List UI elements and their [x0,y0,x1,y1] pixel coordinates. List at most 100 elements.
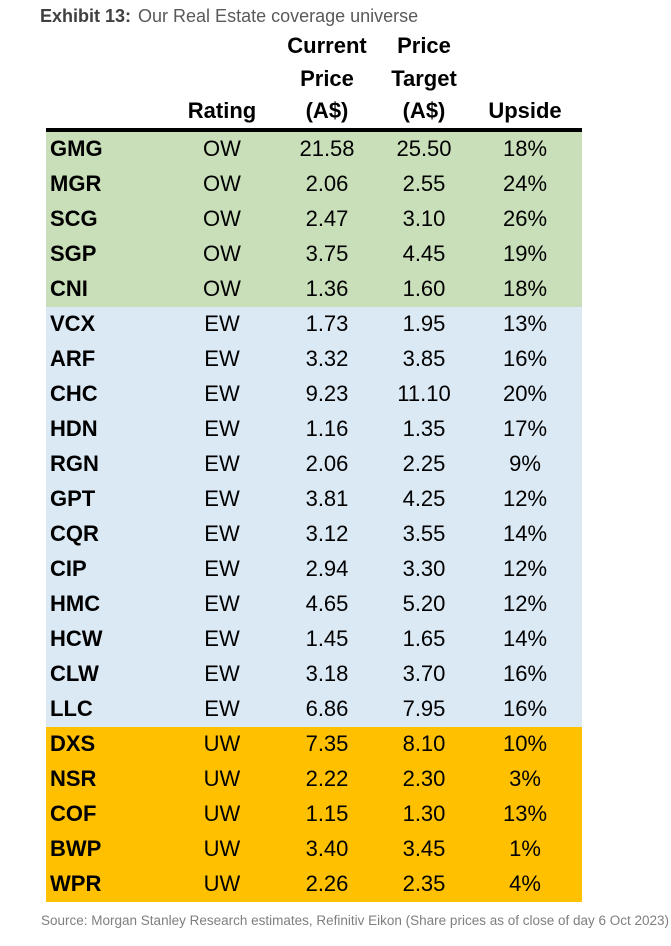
table-header: Rating Current Price (A$) Price Target (… [46,30,582,132]
exhibit-label: Exhibit 13: [40,6,132,26]
ticker-cell: CHC [50,381,98,407]
upside-cell: 20% [502,381,548,407]
current-price-cell: 2.26 [305,871,349,897]
rating-cell: EW [204,556,240,582]
rating-cell: OW [203,206,241,232]
ticker-cell: CNI [50,276,88,302]
table-row: CHC EW 9.23 11.10 20% [46,376,582,412]
rating-cell: EW [204,521,240,547]
current-price-cell: 1.73 [305,311,349,337]
table-row: MGR OW 2.06 2.55 24% [46,166,582,202]
current-price-cell: 3.81 [305,486,349,512]
ticker-cell: RGN [50,451,99,477]
price-target-cell: 1.30 [402,801,446,827]
upside-cell: 17% [502,416,548,442]
header-upside-column: Upside [488,98,562,124]
price-target-cell: 1.60 [402,276,446,302]
table-row: GMG OW 21.58 25.50 18% [46,131,582,167]
table-row: BWP UW 3.40 3.45 1% [46,831,582,867]
current-price-cell: 6.86 [305,696,349,722]
price-target-cell: 1.95 [402,311,446,337]
exhibit-caption: Our Real Estate coverage universe [138,6,419,26]
rating-cell: OW [203,171,241,197]
price-target-cell: 8.10 [402,731,446,757]
upside-cell: 10% [502,731,548,757]
upside-cell: 26% [502,206,548,232]
upside-cell: 12% [502,591,548,617]
current-price-cell: 1.45 [305,626,349,652]
header-price-target-column: Price Target (A$) [391,33,457,124]
table-row: HDN EW 1.16 1.35 17% [46,411,582,447]
current-price-cell: 2.06 [305,451,349,477]
table-row: WPR UW 2.26 2.35 4% [46,866,582,902]
price-target-cell: 3.45 [402,836,446,862]
rating-cell: OW [203,136,241,162]
header-ticker-column [46,30,170,128]
upside-cell: 14% [502,626,548,652]
rating-cell: EW [204,486,240,512]
current-price-cell: 3.18 [305,661,349,687]
current-price-cell: 2.47 [305,206,349,232]
ticker-cell: DXS [50,731,96,757]
upside-cell: 16% [502,661,548,687]
rating-cell: EW [204,591,240,617]
header-current-price-column: Current Price (A$) [287,33,367,124]
price-target-cell: 2.55 [402,171,446,197]
rating-cell: UW [203,731,241,757]
upside-cell: 12% [502,486,548,512]
rating-cell: EW [204,346,240,372]
price-target-cell: 2.35 [402,871,446,897]
current-price-cell: 3.32 [305,346,349,372]
rating-cell: UW [203,871,241,897]
upside-cell: 18% [502,136,548,162]
rating-cell: OW [203,241,241,267]
ticker-cell: ARF [50,346,96,372]
table-row: RGN EW 2.06 2.25 9% [46,446,582,482]
upside-cell: 3% [509,766,541,792]
table-row: CIP EW 2.94 3.30 12% [46,551,582,587]
table-row: NSR UW 2.22 2.30 3% [46,761,582,797]
ticker-cell: CLW [50,661,99,687]
current-price-cell: 2.94 [305,556,349,582]
current-price-cell: 7.35 [305,731,349,757]
upside-cell: 16% [502,696,548,722]
source-note: Source: Morgan Stanley Research estimate… [41,913,670,928]
current-price-cell: 3.12 [305,521,349,547]
ticker-cell: GPT [50,486,96,512]
upside-cell: 19% [502,241,548,267]
price-target-cell: 1.35 [402,416,446,442]
price-target-cell: 1.65 [402,626,446,652]
table-row: HCW EW 1.45 1.65 14% [46,621,582,657]
current-price-cell: 3.40 [305,836,349,862]
ticker-cell: CQR [50,521,99,547]
ticker-cell: HDN [50,416,98,442]
table-row: SGP OW 3.75 4.45 19% [46,236,582,272]
current-price-cell: 1.36 [305,276,349,302]
rating-cell: UW [203,801,241,827]
ticker-cell: CIP [50,556,87,582]
upside-cell: 18% [502,276,548,302]
current-price-cell: 4.65 [305,591,349,617]
table-row: CLW EW 3.18 3.70 16% [46,656,582,692]
table-row: SCG OW 2.47 3.10 26% [46,201,582,237]
ticker-cell: HCW [50,626,103,652]
price-target-cell: 3.55 [402,521,446,547]
table-row: LLC EW 6.86 7.95 16% [46,691,582,727]
price-target-cell: 3.10 [402,206,446,232]
ticker-cell: NSR [50,766,97,792]
table-row: HMC EW 4.65 5.20 12% [46,586,582,622]
table-body: GMG OW 21.58 25.50 18% MGR OW 2.06 2.55 … [46,131,582,902]
rating-cell: EW [204,696,240,722]
table-row: GPT EW 3.81 4.25 12% [46,481,582,517]
table-row: VCX EW 1.73 1.95 13% [46,306,582,342]
rating-cell: EW [204,626,240,652]
table-row: COF UW 1.15 1.30 13% [46,796,582,832]
price-target-cell: 3.30 [402,556,446,582]
current-price-cell: 1.16 [305,416,349,442]
ticker-cell: SCG [50,206,98,232]
current-price-cell: 2.06 [305,171,349,197]
upside-cell: 9% [509,451,541,477]
current-price-cell: 9.23 [305,381,349,407]
price-target-cell: 4.45 [402,241,446,267]
